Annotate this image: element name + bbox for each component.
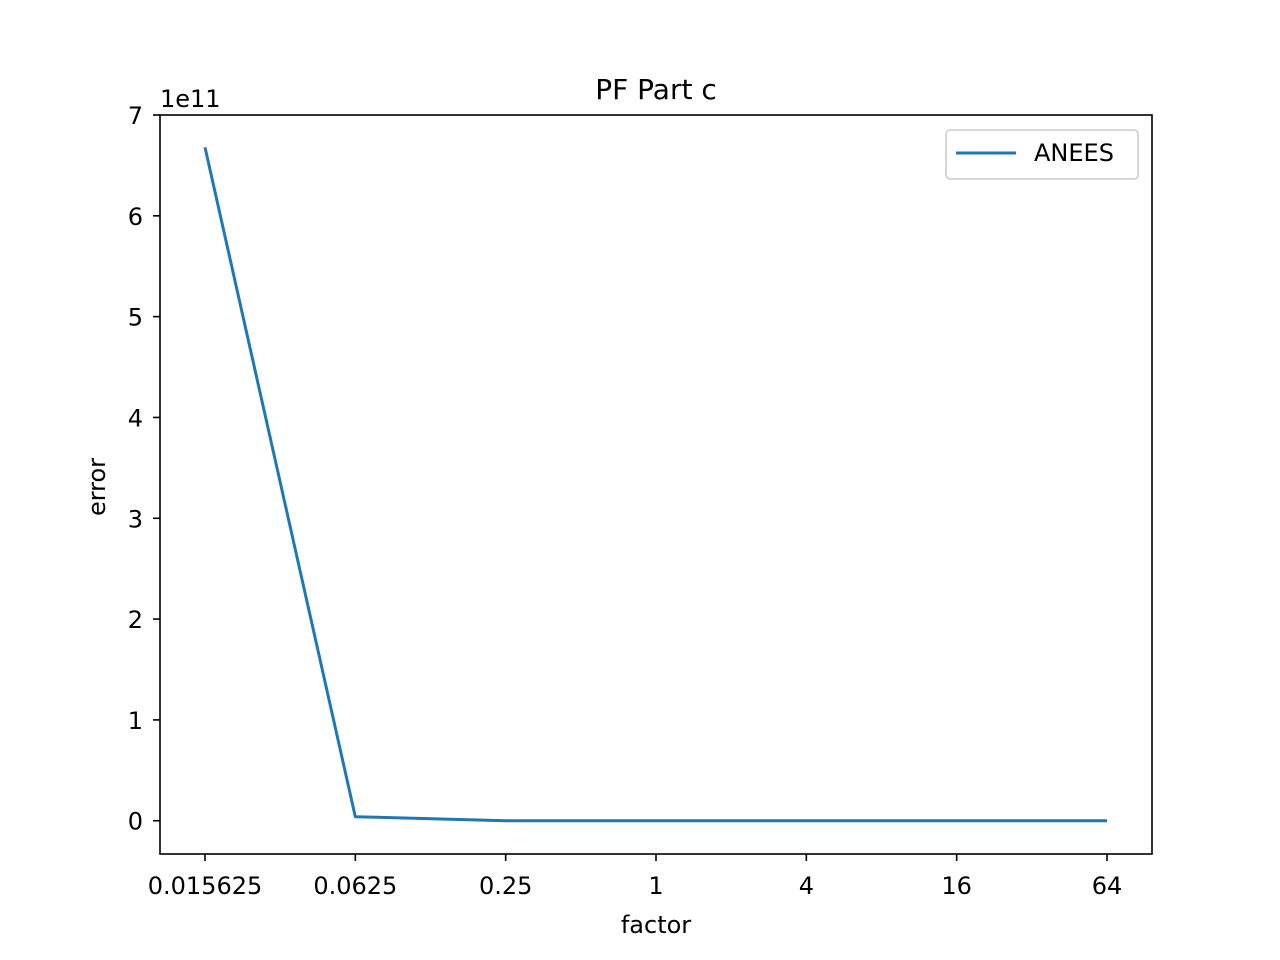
y-axis-label: error <box>83 458 111 516</box>
y-tick-label: 1 <box>128 707 143 735</box>
series-layer <box>203 146 1107 823</box>
x-axis-ticks: 0.015625 0.0625 0.25 1 4 16 64 <box>148 854 1123 900</box>
series-line-anees <box>203 146 1107 823</box>
y-tick-label: 4 <box>128 404 143 432</box>
y-tick-label: 3 <box>128 505 143 533</box>
x-tick-label: 64 <box>1092 872 1123 900</box>
y-tick-label: 0 <box>128 808 143 836</box>
legend-frame <box>945 129 1139 180</box>
y-axis-ticks: 0 1 2 3 4 5 6 7 <box>128 102 160 836</box>
x-axis-label: factor <box>621 911 691 939</box>
y-tick-label: 2 <box>128 606 143 634</box>
x-tick-label: 0.015625 <box>148 872 263 900</box>
y-tick-label: 5 <box>128 304 143 332</box>
y-offset-label: 1e11 <box>160 85 221 113</box>
y-tick-label: 7 <box>128 102 143 130</box>
legend-label-anees: ANEES <box>1034 139 1114 167</box>
x-tick-label: 0.25 <box>479 872 532 900</box>
x-tick-label: 1 <box>648 872 663 900</box>
x-tick-label: 16 <box>941 872 972 900</box>
legend: ANEES <box>945 129 1139 180</box>
x-tick-label: 0.0625 <box>313 872 397 900</box>
chart-title: PF Part c <box>595 73 716 106</box>
y-tick-label: 6 <box>128 203 143 231</box>
x-tick-label: 4 <box>799 872 814 900</box>
